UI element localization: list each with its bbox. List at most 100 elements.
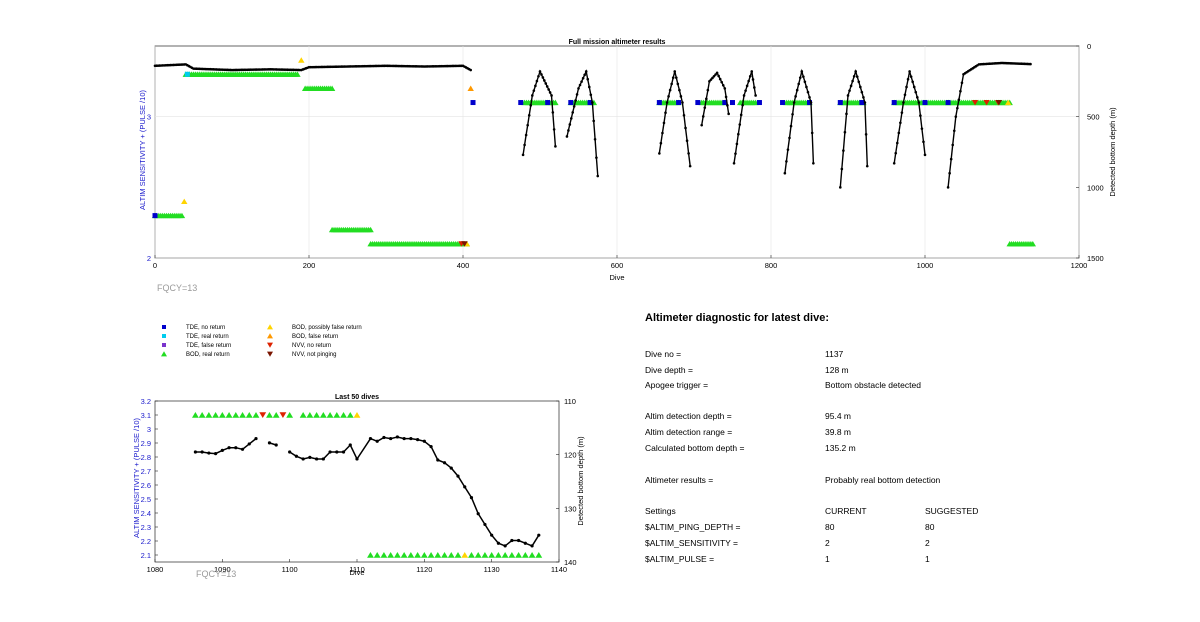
top-depth-point [575, 93, 579, 96]
top-x-ticks: 0 200 400 600 800 1000 1200 [153, 255, 1087, 270]
top-depth-point [545, 85, 549, 88]
bottom-depth-point [503, 544, 507, 548]
diagnostic-suggested-value: 2 [925, 538, 930, 548]
top-depth-point [859, 85, 862, 89]
top-depth-point [783, 171, 787, 175]
diagnostic-value: 95.4 m [825, 411, 851, 421]
bottom-nvv-marker [279, 412, 287, 419]
diagnostic-label: Dive depth = [645, 365, 693, 375]
bottom-depth-point [315, 457, 319, 461]
top-depth-point [900, 111, 904, 114]
top-depth-point [673, 70, 677, 73]
bottom-depth-point [402, 436, 406, 441]
bottom-depth-point [409, 436, 413, 441]
top-depth-point [854, 70, 857, 73]
top-nvv-marker [995, 99, 1003, 106]
bottom-bod-marker [373, 551, 381, 558]
bottom-bod-marker [407, 551, 415, 558]
bottom-y-left-tick-label: 2.2 [141, 537, 151, 546]
top-y-ticks: 2 3 0 500 1000 1500 [147, 42, 1104, 263]
bottom-y-left-tick-label: 2.1 [141, 551, 151, 560]
top-depth-point [909, 75, 913, 78]
top-x-tick-label: 0 [153, 261, 157, 270]
top-tde-marker [837, 100, 843, 106]
bottom-depth-point [368, 436, 373, 441]
bottom-bod-marker [488, 551, 496, 558]
bottom-depth-point [510, 538, 514, 543]
bottom-depth-line [195, 438, 257, 455]
legend-entry-label: BOD, false return [292, 334, 338, 340]
top-depth-point [684, 126, 687, 130]
top-tde-marker [656, 100, 662, 106]
legend-square-marker [162, 325, 166, 329]
top-depth-point [794, 95, 797, 98]
top-depth-point [715, 71, 719, 75]
top-depth-point [840, 167, 844, 171]
bottom-bod-marker [353, 411, 361, 418]
top-depth-point [732, 162, 736, 165]
top-depth-point [521, 153, 525, 157]
top-depth-point [534, 84, 537, 88]
bottom-bod-marker [272, 411, 280, 418]
top-chart: 0 200 400 600 800 1000 1200 2 3 0 500 1000 1500 Ful… [138, 39, 1117, 293]
top-nvv-marker [461, 241, 468, 247]
top-depth-point [795, 88, 799, 92]
top-bod-marker [467, 85, 474, 91]
bottom-marks [192, 411, 543, 558]
top-depth-point [720, 80, 724, 84]
diagnostic-suggested-value: SUGGESTED [925, 506, 979, 516]
top-depth-point [682, 113, 686, 117]
top-depth-point [662, 121, 666, 125]
legend-entry-label: TDE, no return [186, 325, 225, 331]
diagnostic-value: 128 m [825, 365, 849, 375]
bottom-depth-point [200, 450, 204, 454]
diagnostic-title: Altimeter diagnostic for latest dive: [645, 312, 829, 324]
bottom-x-tick-label: 1130 [484, 565, 500, 574]
bottom-bod-marker [441, 551, 448, 558]
top-depth-point [714, 73, 717, 76]
bottom-y-right-label: Detected bottom depth (m) [576, 436, 585, 526]
diagnostic-label: Apogee trigger = [645, 380, 709, 390]
bottom-depth-point [207, 451, 211, 455]
top-depth-point [596, 174, 600, 178]
top-depth-point [700, 123, 703, 127]
diagnostic-row: $ALTIM_SENSITIVITY = 2 2 [645, 538, 1065, 550]
top-x-tick-label: 600 [611, 261, 624, 270]
top-depth-point [547, 88, 550, 91]
top-depth-point [538, 70, 542, 73]
bottom-y-left-tick-label: 3.2 [141, 397, 151, 406]
top-depth-point [554, 145, 557, 148]
top-depth-point [839, 186, 842, 189]
top-depth-point [912, 85, 916, 89]
top-depth-point [679, 95, 683, 98]
top-depth-point [892, 162, 896, 165]
top-depth-point [865, 164, 869, 168]
top-depth-point [706, 88, 710, 92]
bottom-bod-marker [461, 551, 469, 558]
top-bod-real-marker [328, 85, 336, 91]
bottom-bod-marker [299, 411, 307, 418]
top-depth-point [735, 142, 739, 146]
top-depth-point [676, 82, 680, 86]
top-marks [151, 57, 1036, 247]
bottom-bod-marker [367, 551, 374, 558]
bottom-depth-point [227, 446, 231, 450]
bottom-bod-marker [245, 411, 253, 418]
diagnostic-row: Altim detection depth = 95.4 m [645, 411, 1065, 423]
bottom-x-tick-label: 1110 [349, 565, 365, 574]
top-depth-point [701, 115, 705, 118]
top-depth-point [846, 94, 850, 97]
bottom-depth-point [422, 439, 426, 443]
top-depth-point [551, 111, 555, 114]
top-depth-point [535, 79, 539, 83]
top-depth-point [658, 152, 661, 155]
top-depth-point [532, 89, 536, 92]
bottom-depth-point [308, 455, 312, 459]
top-depth-point [800, 70, 804, 73]
legend-triangle-marker [161, 351, 167, 357]
top-nvv-marker [971, 99, 979, 106]
bottom-y-left-tick-label: 3.1 [141, 411, 151, 420]
bottom-bod-marker [468, 551, 475, 558]
bottom-x-tick-label: 1090 [214, 565, 231, 574]
